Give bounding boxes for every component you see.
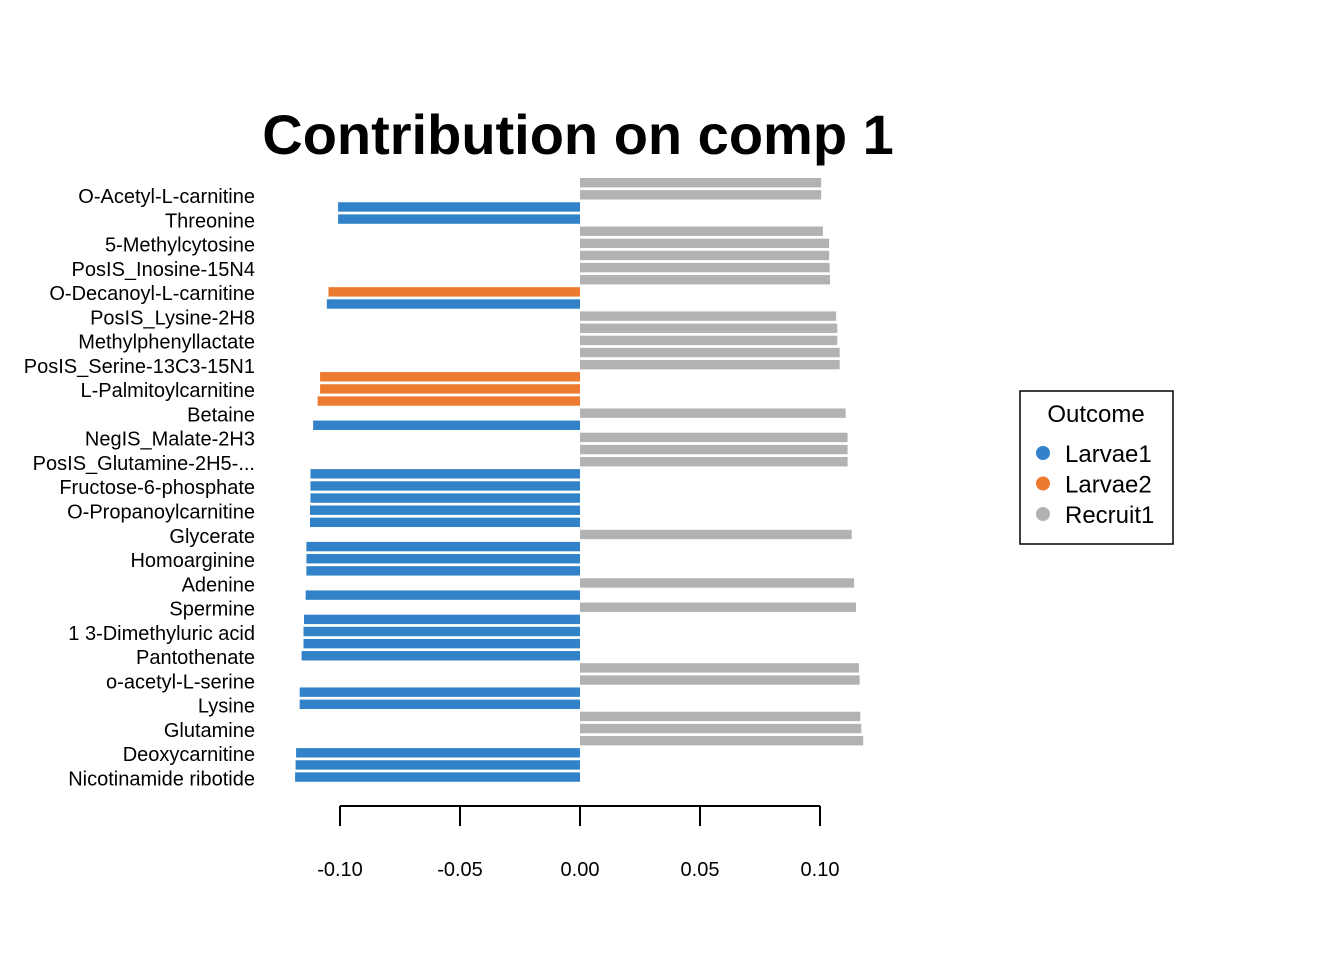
bar-recruit1 xyxy=(580,432,848,443)
row-label: Nicotinamide ribotide xyxy=(68,768,255,790)
bar-recruit1 xyxy=(580,675,860,685)
bar-larvae1 xyxy=(310,481,580,491)
bar-larvae1 xyxy=(310,493,580,503)
bar-larvae1 xyxy=(303,638,580,649)
bar-recruit1 xyxy=(580,250,830,261)
bar-larvae1 xyxy=(295,772,580,782)
legend-label-larvae2: Larvae2 xyxy=(1065,472,1152,499)
bars-group xyxy=(295,178,864,782)
x-axis: -0.10 -0.05 0.00 0.05 0.10 xyxy=(317,805,840,881)
legend-label-recruit1: Recruit1 xyxy=(1065,502,1154,529)
x-tick-label: 0.10 xyxy=(801,859,840,881)
row-label: O-Decanoyl-L-carnitine xyxy=(49,283,255,305)
x-tick-label: 0.00 xyxy=(561,859,600,881)
x-tick-label: -0.10 xyxy=(317,859,363,881)
legend-title: Outcome xyxy=(1047,401,1144,428)
bar-recruit1 xyxy=(580,178,822,188)
bar-larvae2 xyxy=(320,384,580,394)
legend-swatch-larvae1 xyxy=(1036,446,1050,460)
bar-larvae1 xyxy=(306,554,580,564)
row-label: Deoxycarnitine xyxy=(123,744,255,766)
bar-recruit1 xyxy=(580,226,823,236)
bar-recruit1 xyxy=(580,456,848,467)
row-label: Lysine xyxy=(198,696,255,718)
row-label: Threonine xyxy=(165,210,255,232)
bar-larvae1 xyxy=(303,626,580,637)
row-label: Pantothenate xyxy=(136,647,255,669)
row-label: Glutamine xyxy=(164,720,255,742)
row-label: 5-Methylcytosine xyxy=(105,235,255,257)
row-label: PosIS_Lysine-2H8 xyxy=(90,307,255,329)
row-label: Fructose-6-phosphate xyxy=(59,477,255,499)
bar-recruit1 xyxy=(580,190,822,200)
bar-recruit1 xyxy=(580,602,856,612)
bar-larvae1 xyxy=(310,505,580,515)
bar-larvae1 xyxy=(326,299,580,309)
bar-larvae1 xyxy=(338,202,580,212)
bar-recruit1 xyxy=(580,578,855,588)
bar-recruit1 xyxy=(580,311,837,321)
row-label: PosIS_Inosine-15N4 xyxy=(72,259,255,281)
chart-title: Contribution on comp 1 xyxy=(262,103,893,166)
row-label: Betaine xyxy=(187,404,255,426)
bar-recruit1 xyxy=(580,323,838,333)
row-label: Glycerate xyxy=(169,526,255,548)
bar-larvae1 xyxy=(299,699,580,709)
legend-swatch-larvae2 xyxy=(1036,476,1050,491)
bar-recruit1 xyxy=(580,262,830,273)
bar-larvae2 xyxy=(317,396,580,406)
bar-larvae1 xyxy=(310,469,580,479)
row-label: L-Palmitoylcarnitine xyxy=(80,380,255,402)
row-label: NegIS_Malate-2H3 xyxy=(85,429,255,451)
legend-box xyxy=(1019,390,1174,545)
legend-swatch-recruit1 xyxy=(1036,507,1050,521)
bar-larvae1 xyxy=(299,687,580,697)
bar-larvae1 xyxy=(313,420,580,430)
legend: Outcome Larvae1 Larvae2 Recruit1 xyxy=(1019,390,1174,545)
row-label: Methylphenyllactate xyxy=(78,332,255,354)
bar-recruit1 xyxy=(580,359,840,370)
bar-recruit1 xyxy=(580,275,831,285)
row-label: 1 3-Dimethyluric acid xyxy=(68,623,255,645)
bar-recruit1 xyxy=(580,238,830,249)
bar-larvae1 xyxy=(310,517,580,528)
x-tick-label: -0.05 xyxy=(437,859,483,881)
row-label: O-Propanoylcarnitine xyxy=(67,502,255,524)
bar-larvae2 xyxy=(320,372,580,382)
row-label: Spermine xyxy=(169,599,255,621)
bar-recruit1 xyxy=(580,335,838,346)
bar-larvae1 xyxy=(305,590,580,600)
bar-larvae1 xyxy=(296,748,580,758)
row-label: O-Acetyl-L-carnitine xyxy=(78,186,255,208)
row-label: Adenine xyxy=(182,574,255,596)
row-label: Homoarginine xyxy=(130,550,255,572)
bar-larvae1 xyxy=(306,566,580,576)
row-label: o-acetyl-L-serine xyxy=(106,671,255,693)
bar-larvae1 xyxy=(301,651,580,661)
bar-recruit1 xyxy=(580,444,848,455)
bar-recruit1 xyxy=(580,735,864,746)
row-label: PosIS_Glutamine-2H5-... xyxy=(33,453,255,475)
bar-larvae2 xyxy=(328,287,580,297)
bar-recruit1 xyxy=(580,529,852,540)
bar-recruit1 xyxy=(580,663,859,673)
x-tick-label: 0.05 xyxy=(681,859,720,881)
row-label: PosIS_Serine-13C3-15N1 xyxy=(24,356,255,378)
bar-recruit1 xyxy=(580,723,862,734)
bar-larvae1 xyxy=(304,614,580,625)
bar-larvae1 xyxy=(306,541,580,552)
bar-larvae1 xyxy=(295,760,580,770)
bar-recruit1 xyxy=(580,711,861,722)
bar-recruit1 xyxy=(580,408,846,418)
legend-label-larvae1: Larvae1 xyxy=(1065,441,1152,468)
bar-larvae1 xyxy=(338,214,580,224)
bar-recruit1 xyxy=(580,347,840,358)
